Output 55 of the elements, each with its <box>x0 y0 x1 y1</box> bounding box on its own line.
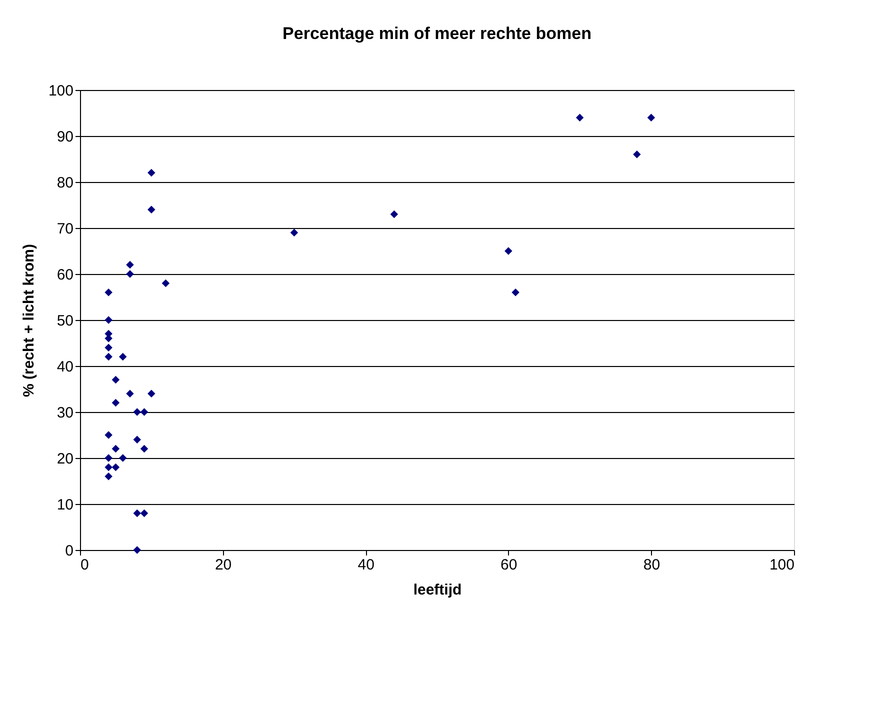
point <box>148 390 156 398</box>
point <box>104 352 112 361</box>
y-tick-label: 20 <box>56 450 74 468</box>
point <box>133 436 141 444</box>
point <box>633 150 641 158</box>
point <box>162 279 170 288</box>
y-tick-label: 90 <box>56 128 74 146</box>
y-tick-label: 60 <box>56 266 74 284</box>
point <box>148 206 156 214</box>
point <box>104 288 112 296</box>
point <box>112 463 120 472</box>
x-tick-label: 100 <box>769 556 794 574</box>
point <box>504 247 512 255</box>
x-tick-label: 0 <box>80 556 89 574</box>
point <box>112 398 120 407</box>
point <box>104 344 112 352</box>
point <box>140 408 148 416</box>
point <box>104 454 112 462</box>
point <box>112 444 120 453</box>
x-tick-label: 40 <box>358 556 374 574</box>
y-tick-label: 70 <box>56 220 74 238</box>
point <box>647 114 656 122</box>
y-tick-label: 40 <box>56 358 74 376</box>
x-tick-label: 20 <box>214 556 232 574</box>
point <box>126 390 134 398</box>
y-tick-label: 80 <box>56 174 74 192</box>
point <box>118 352 127 361</box>
point <box>512 288 520 296</box>
point <box>112 376 120 384</box>
point <box>104 472 112 480</box>
point <box>290 228 298 236</box>
y-tick-label: 50 <box>56 312 74 330</box>
y-tick-label: 100 <box>48 82 74 100</box>
point <box>126 260 134 269</box>
point <box>126 270 134 278</box>
point <box>576 114 584 122</box>
point <box>104 463 112 472</box>
point <box>133 408 141 416</box>
point <box>140 509 148 518</box>
y-tick-label: 30 <box>56 404 74 422</box>
y-axis-title: % (recht + licht krom) <box>20 244 38 397</box>
y-tick-label: 0 <box>65 542 74 560</box>
point <box>133 546 141 554</box>
point <box>390 210 398 218</box>
point <box>140 444 148 453</box>
point <box>133 509 141 518</box>
point <box>118 454 127 462</box>
chart-title: Percentage min of meer rechte bomen <box>282 24 592 43</box>
y-tick-label: 10 <box>56 496 74 514</box>
x-tick-label: 60 <box>500 556 518 574</box>
point <box>104 316 112 324</box>
point <box>104 431 112 439</box>
x-tick-label: 80 <box>643 556 660 574</box>
point <box>148 168 156 177</box>
x-axis-title: leeftijd <box>413 582 462 598</box>
